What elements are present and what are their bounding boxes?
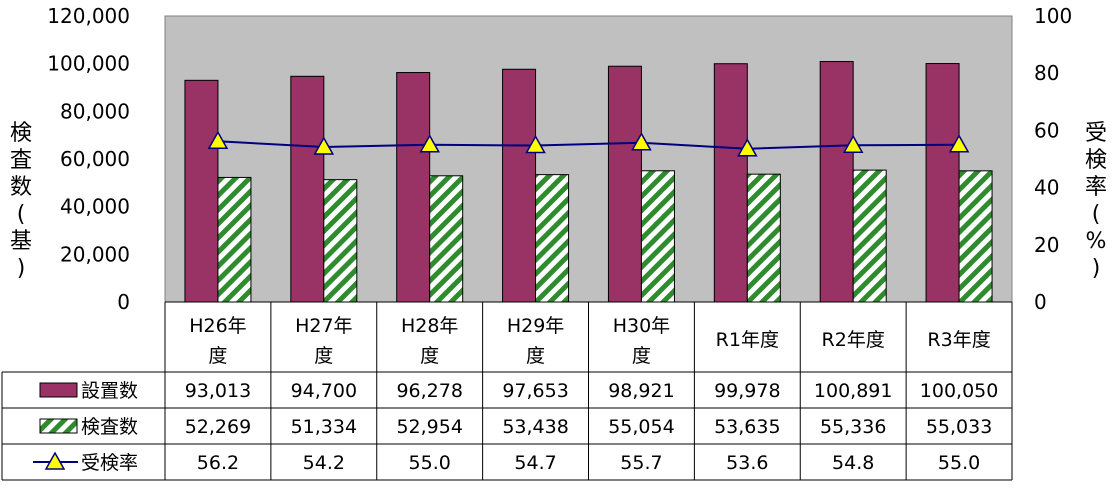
y-left-axis-title-char: 検 [10,121,32,146]
bar-installed [502,68,537,303]
category-label: R3年度 [927,329,990,351]
line-marker [525,135,546,154]
bar-inspected [535,174,570,303]
table-cell-value: 55,033 [926,416,992,438]
bar-installed [396,72,431,303]
y-right-axis-title-char: ( [1092,202,1101,227]
y-left-tick-label: 120,000 [47,4,130,28]
table-cell-value: 53,635 [714,416,780,438]
line-marker [842,134,864,154]
series-name: 受検率 [81,452,138,474]
y-right-tick-label: 60 [1034,118,1059,142]
legend-key-installed [39,382,78,398]
category-label: H29年 [507,315,564,337]
table-cell-value: 96,278 [396,380,462,402]
table-cell-value: 52,954 [396,416,462,438]
y-left-axis-title-char: ( [17,202,26,227]
bar-inspected [852,169,887,303]
y-right-axis-title-char: 検 [1085,148,1107,173]
line-marker [419,134,440,153]
category-label: H30年 [613,315,670,337]
bar-installed [713,63,748,303]
bar-installed [290,75,325,303]
table-cell-value: 55.0 [938,452,980,474]
table-cell-value: 55,054 [608,416,674,438]
bar-inspected [217,176,252,303]
table-cell-value: 54.8 [832,452,874,474]
table-cell-value: 51,334 [291,416,357,438]
line-marker [207,130,229,150]
category-label: 度 [526,345,545,367]
y-right-tick-label: 40 [1034,176,1059,200]
table-cell-value: 54.2 [303,452,345,474]
category-label: 度 [208,345,227,367]
y-right-tick-label: 100 [1034,4,1072,28]
category-label: 度 [420,345,439,367]
bar-installed [925,63,960,303]
table-cell-value: 100,891 [814,380,893,402]
y-left-axis-title-char: 数 [10,175,32,200]
category-label: 度 [632,345,651,367]
y-right-axis-title-char: 受 [1085,121,1107,146]
table-cell-value: 53.6 [726,452,768,474]
y-right-tick-label: 20 [1034,233,1059,257]
bar-installed [184,79,219,303]
bar-inspected [640,170,675,303]
y-left-tick-label: 40,000 [60,195,130,219]
table-cell-value: 52,269 [185,416,251,438]
table-cell-value: 97,653 [502,380,568,402]
category-label: R2年度 [822,329,885,351]
table-cell-value: 55.7 [620,452,662,474]
line-inspection-rate [217,140,960,150]
table-cell-value: 55,336 [820,416,886,438]
line-marker [631,132,652,151]
category-label: H28年 [401,315,458,337]
bar-inspected [958,170,993,303]
y-right-axis-title-char: 率 [1085,175,1107,200]
bar-inspected [323,179,358,303]
y-left-tick-label: 100,000 [47,52,130,76]
table-cell-value: 98,921 [608,380,674,402]
y-left-tick-label: 20,000 [60,242,130,266]
bar-inspected [429,175,464,303]
legend-key-inspected [39,418,78,434]
bar-installed [607,65,642,303]
category-label: 度 [314,345,333,367]
y-left-tick-label: 0 [117,290,130,314]
table-cell-value: 99,978 [714,380,780,402]
table-cell-value: 55.0 [409,452,451,474]
y-left-axis-title-char: ) [17,256,26,281]
y-left-axis-title-char: 基 [10,229,32,254]
y-left-tick-label: 60,000 [60,147,130,171]
line-marker [737,138,758,157]
bar-inspected [746,173,781,303]
category-label: H26年 [189,315,246,337]
line-marker [313,136,335,155]
y-right-axis-title-char: ) [1092,256,1101,281]
table-cell-value: 93,013 [185,380,251,402]
table-cell-value: 100,050 [920,380,999,402]
table-cell-value: 54.7 [514,452,556,474]
table-cell-value: 53,438 [502,416,568,438]
y-right-tick-label: 0 [1034,290,1047,314]
y-left-axis-title-char: 査 [10,148,32,173]
table-cell-value: 56.2 [197,452,239,474]
bar-installed [819,61,854,303]
category-label: R1年度 [716,329,779,351]
y-left-tick-label: 80,000 [60,99,130,123]
y-right-tick-label: 80 [1034,61,1059,85]
line-marker [948,134,970,153]
series-name: 設置数 [81,380,138,402]
series-name: 検査数 [81,416,138,438]
y-right-axis-title-char: % [1086,229,1107,254]
legend-key-rate-marker [44,451,66,470]
category-label: H27年 [295,315,352,337]
table-cell-value: 94,700 [291,380,357,402]
